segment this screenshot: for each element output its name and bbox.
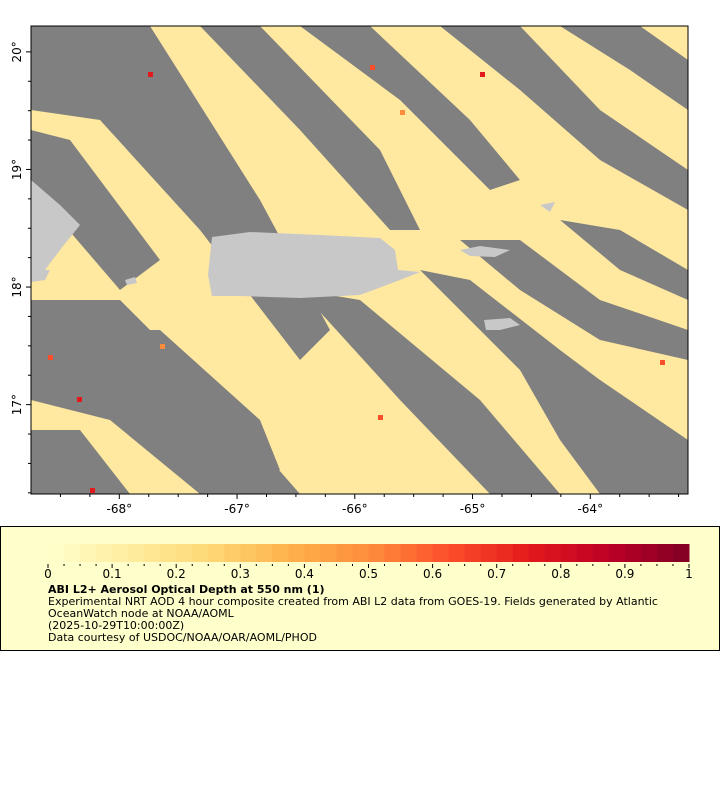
colorbar-swatch bbox=[240, 544, 257, 562]
colorbar-tick-label: 0.4 bbox=[295, 567, 314, 581]
colorbar-tick-label: 0.3 bbox=[231, 567, 250, 581]
colorbar-swatch bbox=[624, 544, 642, 562]
legend-description-2: OceanWatch node at NOAA/AOML bbox=[48, 607, 234, 620]
land-st-croix bbox=[484, 318, 520, 330]
map-frame bbox=[30, 25, 689, 495]
colorbar-swatch bbox=[448, 544, 466, 562]
colorbar: 0 0.1 0.2 0.3 0.4 0.5 0.6 0.7 0.8 0.9 1 bbox=[44, 544, 693, 581]
colorbar-swatch bbox=[544, 544, 562, 562]
colorbar-swatch bbox=[208, 544, 225, 562]
no-data-region bbox=[120, 330, 280, 470]
land-anegada bbox=[540, 202, 555, 212]
high-aod-pixel bbox=[90, 488, 95, 493]
colorbar-swatch bbox=[144, 544, 161, 562]
high-aod-pixel bbox=[660, 360, 665, 365]
land-puerto-rico bbox=[208, 232, 420, 298]
land-hispaniola-south bbox=[31, 270, 50, 282]
no-data-region bbox=[440, 26, 688, 210]
high-aod-pixel bbox=[148, 72, 153, 77]
high-aod-pixel bbox=[77, 397, 82, 402]
colorbar-swatch bbox=[320, 544, 337, 562]
no-data-region bbox=[300, 290, 560, 494]
colorbar-swatch bbox=[96, 544, 113, 562]
no-data-region bbox=[31, 130, 160, 290]
colorbar-swatch bbox=[64, 544, 81, 562]
legend-time: (2025-10-29T10:00:00Z) bbox=[48, 619, 185, 632]
high-aod-pixel bbox=[480, 72, 485, 77]
colorbar-tick-label: 0 bbox=[44, 567, 52, 581]
no-data-region bbox=[31, 430, 130, 494]
colorbar-swatch bbox=[224, 544, 241, 562]
lat-tick-label: 17° bbox=[10, 394, 24, 415]
colorbar-swatch bbox=[368, 544, 386, 562]
high-aod-pixel bbox=[378, 415, 383, 420]
colorbar-tick-label: 0.5 bbox=[359, 567, 378, 581]
colorbar-swatch bbox=[464, 544, 482, 562]
colorbar-tick-label: 0.9 bbox=[615, 567, 634, 581]
colorbar-swatch bbox=[128, 544, 145, 562]
colorbar-swatch bbox=[48, 544, 65, 562]
land-hispaniola bbox=[31, 180, 80, 275]
colorbar-swatch bbox=[336, 544, 353, 562]
colorbar-tick-label: 0.2 bbox=[167, 567, 186, 581]
colorbar-swatch bbox=[304, 544, 321, 562]
lat-tick-label: 18° bbox=[10, 276, 24, 297]
colorbar-swatch bbox=[192, 544, 209, 562]
colorbar-swatch bbox=[176, 544, 193, 562]
lat-tick-label: 20° bbox=[10, 41, 24, 62]
colorbar-swatch bbox=[528, 544, 546, 562]
colorbar-swatch bbox=[496, 544, 514, 562]
colorbar-swatch bbox=[640, 544, 658, 562]
colorbar-swatch bbox=[160, 544, 177, 562]
land-virgin-islands bbox=[460, 246, 510, 257]
colorbar-swatch bbox=[656, 544, 674, 562]
colorbar-tick-label: 1 bbox=[685, 567, 693, 581]
map-axes: -68° -67° -66° -65° -64° 20° 19° 18° 17° bbox=[10, 25, 689, 516]
colorbar-swatch bbox=[608, 544, 626, 562]
no-data-region bbox=[300, 26, 520, 190]
colorbar-swatch bbox=[384, 544, 402, 562]
high-aod-pixel bbox=[48, 355, 53, 360]
no-data-region bbox=[460, 240, 688, 360]
lon-tick-label: -65° bbox=[460, 502, 486, 516]
colorbar-swatch bbox=[416, 544, 434, 562]
high-aod-pixel bbox=[160, 344, 165, 349]
high-aod-pixel bbox=[400, 110, 405, 115]
lon-tick-label: -64° bbox=[577, 502, 603, 516]
colorbar-swatch bbox=[576, 544, 594, 562]
colorbar-swatch bbox=[80, 544, 97, 562]
land-mona bbox=[125, 277, 137, 285]
colorbar-swatch bbox=[480, 544, 498, 562]
colorbar-swatch bbox=[512, 544, 530, 562]
colorbar-swatch bbox=[592, 544, 610, 562]
colorbar-tick-label: 0.7 bbox=[487, 567, 506, 581]
colorbar-swatch bbox=[288, 544, 305, 562]
colorbar-swatch bbox=[256, 544, 273, 562]
colorbar-swatch bbox=[352, 544, 369, 562]
colorbar-swatch bbox=[112, 544, 129, 562]
colorbar-swatch bbox=[400, 544, 418, 562]
colorbar-tick-label: 0.6 bbox=[423, 567, 442, 581]
colorbar-swatch bbox=[560, 544, 578, 562]
aod-map[interactable]: -68° -67° -66° -65° -64° 20° 19° 18° 17° bbox=[0, 0, 720, 520]
lon-tick-label: -67° bbox=[224, 502, 250, 516]
colorbar-swatch bbox=[672, 544, 690, 562]
colorbar-swatch bbox=[272, 544, 289, 562]
high-aod-pixel bbox=[370, 65, 375, 70]
colorbar-tick-label: 0.8 bbox=[551, 567, 570, 581]
lon-tick-label: -66° bbox=[342, 502, 368, 516]
lon-tick-label: -68° bbox=[107, 502, 133, 516]
legend-title: ABI L2+ Aerosol Optical Depth at 550 nm … bbox=[48, 583, 325, 596]
no-data-region bbox=[520, 370, 688, 494]
no-data-region bbox=[200, 26, 420, 230]
colorbar-swatch bbox=[432, 544, 450, 562]
map-content bbox=[31, 26, 688, 494]
legend-panel: 0 0.1 0.2 0.3 0.4 0.5 0.6 0.7 0.8 0.9 1 ABI L2+ Ae… bbox=[0, 526, 720, 651]
legend-description-1: Experimental NRT AOD 4 hour composite cr… bbox=[48, 595, 658, 608]
no-data-region bbox=[560, 26, 688, 110]
legend-credit: Data courtesy of USDOC/NOAA/OAR/AOML/PHO… bbox=[48, 631, 317, 644]
lat-tick-label: 19° bbox=[10, 159, 24, 180]
colorbar-tick-label: 0.1 bbox=[103, 567, 122, 581]
no-data-region bbox=[560, 220, 688, 300]
